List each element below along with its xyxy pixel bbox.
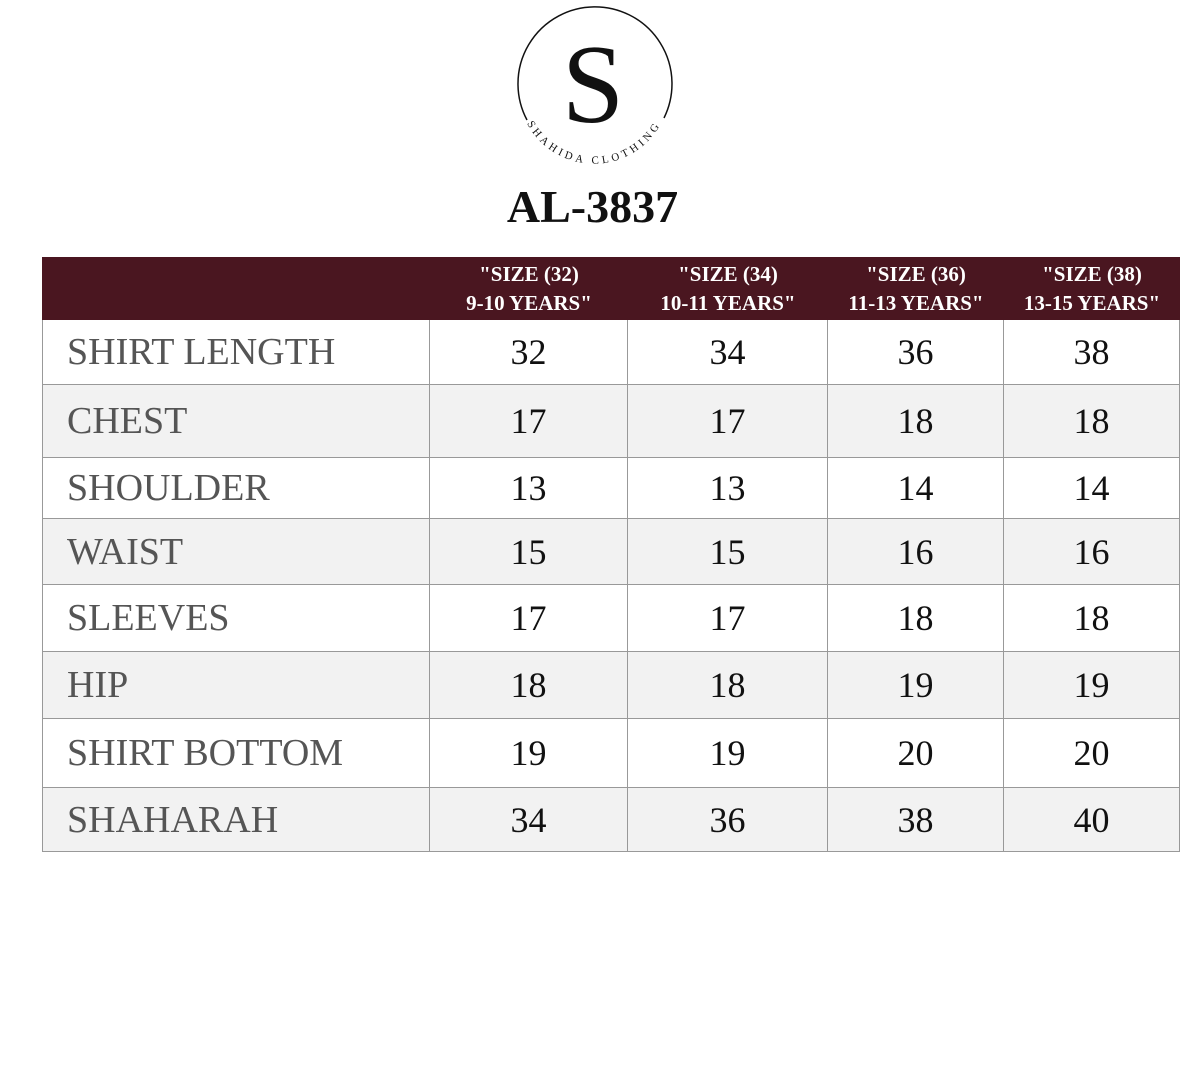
header-line: 9-10 YEARS" — [466, 290, 592, 315]
header-line: "SIZE (32) — [479, 261, 579, 286]
cell-value: 20 — [828, 719, 1004, 788]
cell-value: 34 — [628, 320, 828, 385]
cell-value: 14 — [828, 458, 1004, 519]
header-line: "SIZE (34) — [678, 261, 778, 286]
cell-value: 18 — [628, 652, 828, 719]
cell-value: 15 — [628, 519, 828, 585]
header-band — [42, 257, 1180, 320]
cell-value: 18 — [828, 385, 1004, 458]
row-label: CHEST — [42, 385, 430, 458]
cell-value: 17 — [430, 385, 628, 458]
cell-value: 17 — [430, 585, 628, 652]
cell-value: 18 — [1004, 385, 1180, 458]
cell-value: 18 — [828, 585, 1004, 652]
cell-value: 14 — [1004, 458, 1180, 519]
row-label: SHOULDER — [42, 458, 430, 519]
row-label: WAIST — [42, 519, 430, 585]
cell-value: 34 — [430, 788, 628, 852]
cell-value: 32 — [430, 320, 628, 385]
header-line: 11-13 YEARS" — [848, 290, 984, 315]
cell-value: 19 — [628, 719, 828, 788]
cell-value: 18 — [430, 652, 628, 719]
row-label: SHIRT LENGTH — [42, 320, 430, 385]
cell-value: 19 — [828, 652, 1004, 719]
cell-value: 20 — [1004, 719, 1180, 788]
header-line: 13-15 YEARS" — [1023, 290, 1161, 315]
cell-value: 15 — [430, 519, 628, 585]
cell-value: 16 — [1004, 519, 1180, 585]
cell-value: 17 — [628, 585, 828, 652]
cell-value: 38 — [828, 788, 1004, 852]
cell-value: 19 — [1004, 652, 1180, 719]
cell-value: 40 — [1004, 788, 1180, 852]
header-line: "SIZE (38) — [1042, 261, 1142, 286]
cell-value: 38 — [1004, 320, 1180, 385]
cell-value: 36 — [628, 788, 828, 852]
row-label: HIP — [42, 652, 430, 719]
row-label: SLEEVES — [42, 585, 430, 652]
logo: S SHAHIDA CLOTHING — [517, 6, 673, 167]
title: AL-3837 — [506, 181, 679, 232]
cell-value: 36 — [828, 320, 1004, 385]
header-line: "SIZE (36) — [866, 261, 966, 286]
cell-value: 13 — [628, 458, 828, 519]
row-label: SHAHARAH — [42, 788, 430, 852]
column-header: "SIZE (36) 11-13 YEARS" — [828, 257, 1004, 320]
logo-ring — [517, 6, 673, 121]
row-label: SHIRT BOTTOM — [42, 719, 430, 788]
cell-value: 17 — [628, 385, 828, 458]
column-header: "SIZE (38) 13-15 YEARS" — [1004, 257, 1180, 320]
header-line: 10-11 YEARS" — [660, 290, 796, 315]
cell-value: 19 — [430, 719, 628, 788]
cell-value: 13 — [430, 458, 628, 519]
column-header: "SIZE (34) 10-11 YEARS" — [628, 257, 828, 320]
cell-value: 16 — [828, 519, 1004, 585]
column-header: "SIZE (32) 9-10 YEARS" — [430, 257, 628, 320]
logo-letter: S — [562, 23, 624, 147]
cell-value: 18 — [1004, 585, 1180, 652]
